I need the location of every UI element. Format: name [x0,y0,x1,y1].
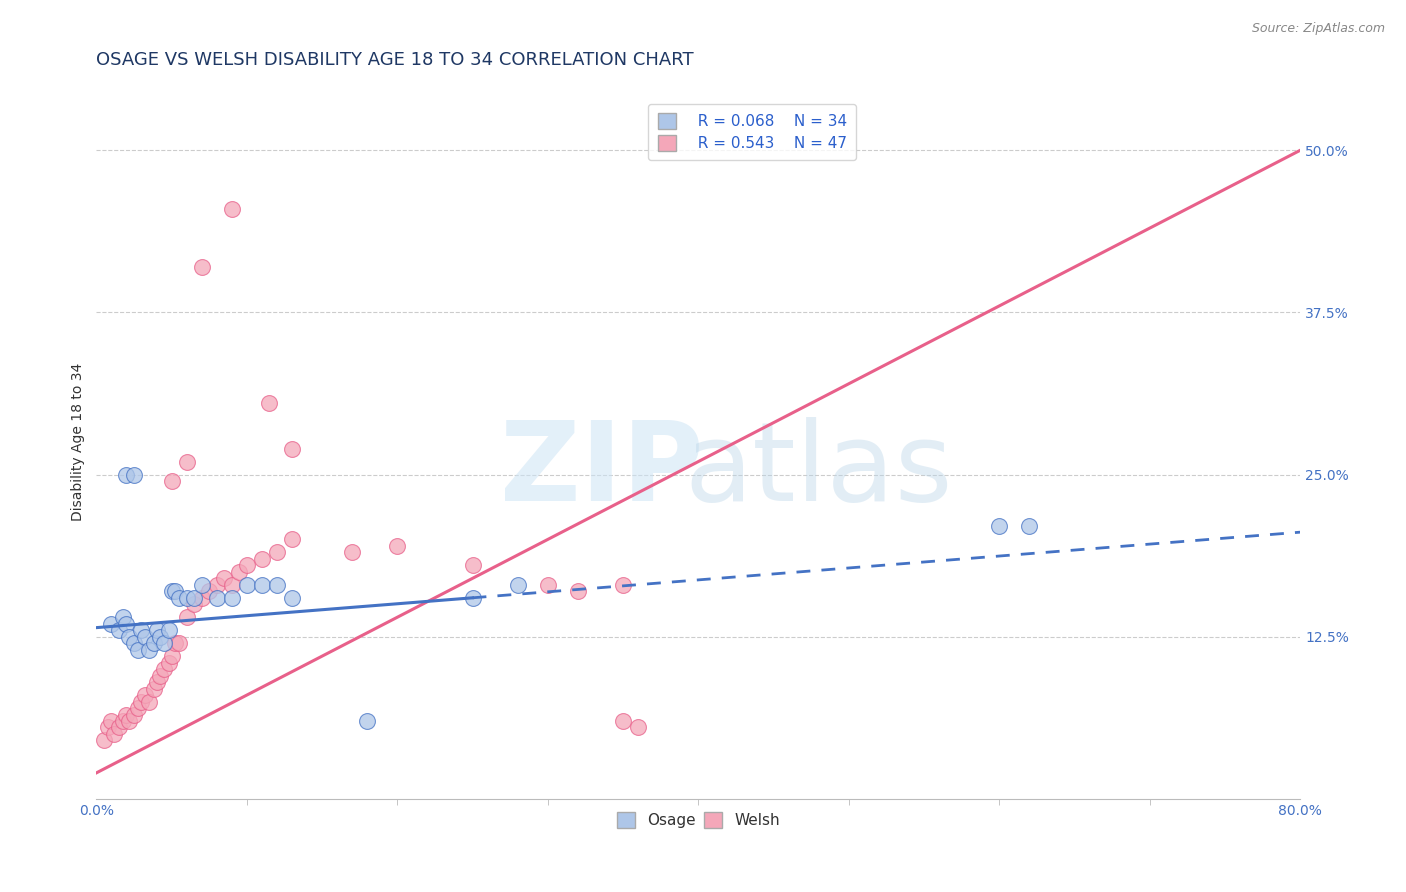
Point [627,721,650,735]
Point [340,545,363,559]
Point [259,396,281,410]
Point [190,591,212,605]
Y-axis label: Disability Age 18 to 34: Disability Age 18 to 34 [72,363,86,521]
Point [138,642,160,657]
Point [205,591,228,605]
Point [160,649,183,664]
Point [100,616,122,631]
Point [176,591,198,605]
Point [236,578,259,592]
Point [122,636,145,650]
Point [118,630,141,644]
Point [221,591,243,605]
Text: ZIP: ZIP [501,417,703,524]
Point [112,610,135,624]
Text: atlas: atlas [685,417,953,524]
Point [266,545,288,559]
Point [537,578,560,592]
Point [138,695,160,709]
Point [461,558,484,573]
Point [131,695,153,709]
Point [100,714,122,728]
Point [281,591,304,605]
Point [153,636,176,650]
Point [176,455,198,469]
Point [988,519,1011,533]
Point [183,597,205,611]
Point [167,636,190,650]
Point [134,688,156,702]
Point [142,636,165,650]
Point [97,721,120,735]
Point [163,584,186,599]
Point [145,624,167,638]
Point [198,584,221,599]
Point [145,675,167,690]
Point [612,578,634,592]
Point [190,260,212,274]
Point [250,578,273,592]
Point [236,558,259,573]
Point [567,584,589,599]
Point [127,701,149,715]
Point [221,578,243,592]
Point [612,714,634,728]
Point [115,467,138,482]
Point [93,733,115,747]
Text: Source: ZipAtlas.com: Source: ZipAtlas.com [1251,22,1385,36]
Point [176,610,198,624]
Point [108,624,131,638]
Point [160,584,183,599]
Point [134,630,156,644]
Point [142,681,165,696]
Point [281,533,304,547]
Point [122,707,145,722]
Point [108,721,131,735]
Point [115,616,138,631]
Point [148,668,170,682]
Point [157,656,180,670]
Point [266,578,288,592]
Point [122,467,145,482]
Point [190,578,212,592]
Point [205,578,228,592]
Point [212,571,235,585]
Point [461,591,484,605]
Point [1018,519,1040,533]
Point [506,578,529,592]
Point [250,552,273,566]
Point [148,630,170,644]
Point [115,707,138,722]
Point [356,714,378,728]
Point [118,714,141,728]
Point [221,202,243,216]
Legend: Osage, Welsh: Osage, Welsh [610,805,786,834]
Point [281,442,304,456]
Point [131,624,153,638]
Point [167,591,190,605]
Point [160,474,183,488]
Point [103,727,125,741]
Point [228,565,250,579]
Point [112,714,135,728]
Point [183,591,205,605]
Point [163,636,186,650]
Point [127,642,149,657]
Point [157,624,180,638]
Point [387,539,409,553]
Point [153,662,176,676]
Text: OSAGE VS WELSH DISABILITY AGE 18 TO 34 CORRELATION CHART: OSAGE VS WELSH DISABILITY AGE 18 TO 34 C… [97,51,695,69]
